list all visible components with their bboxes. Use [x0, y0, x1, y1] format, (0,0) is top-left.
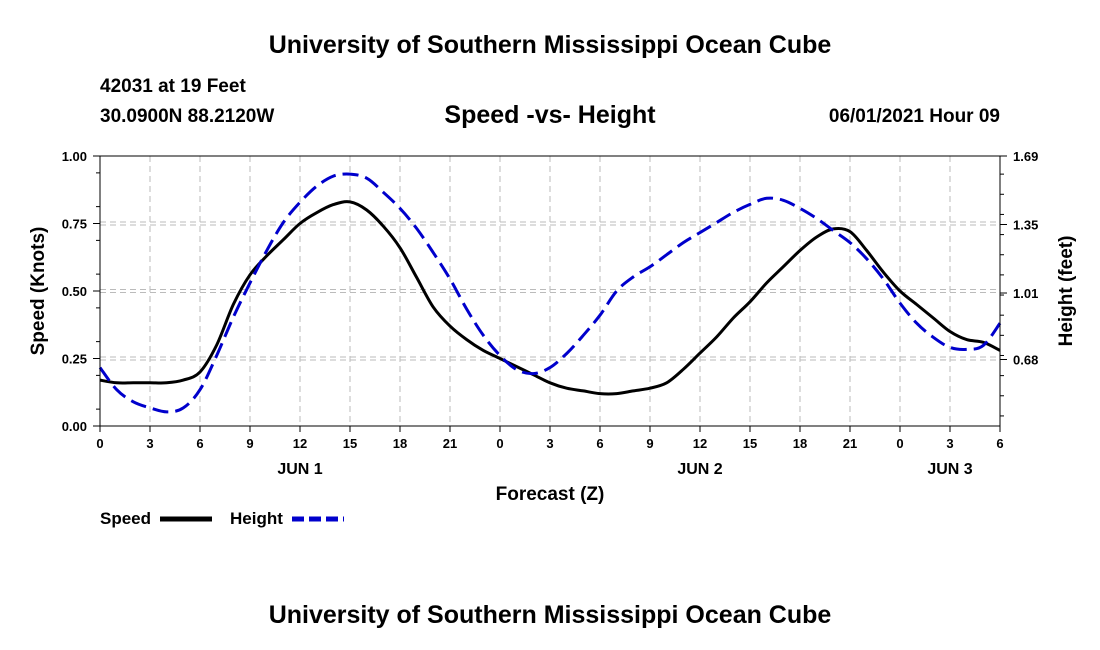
grid	[100, 156, 1000, 426]
x-tick-label: 9	[646, 436, 653, 451]
x-tick-label: 18	[793, 436, 807, 451]
y-axis-label-right: Height (feet)	[1056, 236, 1077, 347]
legend-height-label: Height	[230, 509, 283, 528]
y-tick-label-right: 1.69	[1013, 149, 1038, 164]
series-line-speed	[99, 200, 1001, 396]
axes: 0 3 6 9 12 15 18 21 0 3 6 9 12 15 18 21 0 3 6 0.00 0.25 0.50 0…	[62, 149, 1039, 478]
x-tick-label: 3	[546, 436, 553, 451]
y-tick-label-right: 0.68	[1013, 353, 1038, 368]
y-tick-label-left: 1.00	[62, 149, 87, 164]
x-tick-label: 9	[246, 436, 253, 451]
x-tick-label: 15	[343, 436, 357, 451]
station-label: 42031 at 19 Feet	[100, 76, 246, 97]
forecast-date: 06/01/2021 Hour 09	[828, 106, 1000, 127]
series-line-height	[98, 172, 1002, 414]
y-tick-label-right: 1.01	[1013, 286, 1038, 301]
legend-speed-label: Speed	[100, 509, 151, 528]
y-axis-label-left: Speed (Knots)	[28, 227, 49, 356]
x-tick-label: 0	[96, 436, 103, 451]
series-group	[98, 172, 1002, 414]
day-label: JUN 2	[677, 461, 722, 478]
y-tick-label-right: 1.35	[1013, 218, 1038, 233]
page-title-bottom: University of Southern Mississippi Ocean…	[268, 601, 832, 629]
x-tick-label: 21	[443, 436, 457, 451]
x-tick-label: 12	[693, 436, 707, 451]
x-tick-label: 3	[146, 436, 153, 451]
x-tick-label: 6	[596, 436, 603, 451]
station-coords: 30.0900N 88.2120W	[100, 106, 275, 127]
day-label: JUN 3	[927, 461, 972, 478]
x-axis-label: Forecast (Z)	[496, 484, 605, 505]
x-tick-label: 6	[196, 436, 203, 451]
x-tick-label: 6	[996, 436, 1003, 451]
legend: Speed Height	[100, 509, 344, 528]
y-tick-label-left: 0.25	[62, 352, 87, 367]
chart-title: Speed -vs- Height	[444, 101, 656, 129]
day-label: JUN 1	[277, 461, 322, 478]
x-tick-label: 12	[293, 436, 307, 451]
page-title-top: University of Southern Mississippi Ocean…	[268, 31, 832, 59]
x-tick-label: 0	[496, 436, 503, 451]
y-tick-label-left: 0.75	[62, 217, 87, 232]
y-tick-label-left: 0.00	[62, 419, 87, 434]
x-tick-label: 0	[896, 436, 903, 451]
x-tick-label: 18	[393, 436, 407, 451]
x-tick-label: 21	[843, 436, 857, 451]
y-tick-label-left: 0.50	[62, 284, 87, 299]
x-tick-label: 15	[743, 436, 757, 451]
x-tick-label: 3	[946, 436, 953, 451]
